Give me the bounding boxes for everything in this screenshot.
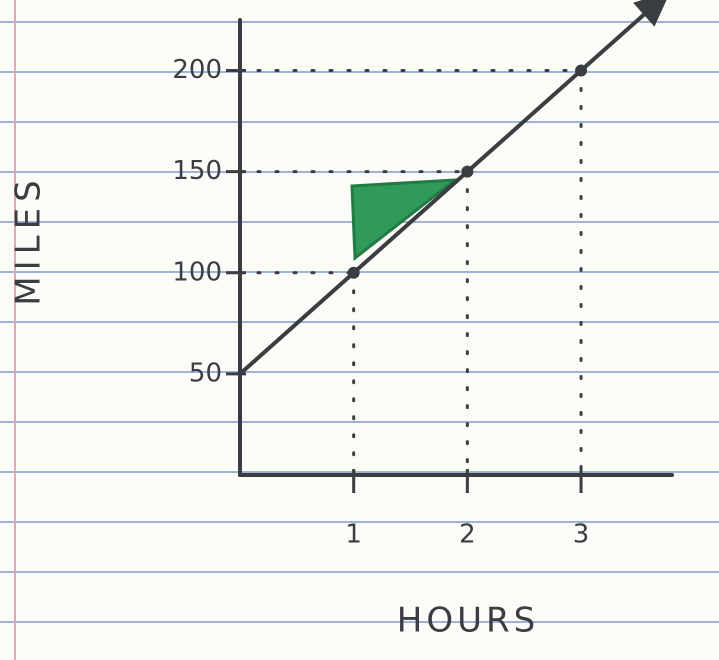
x-tick-label: 2 — [459, 520, 476, 550]
arrow-shaft — [579, 2, 658, 73]
y-tick-label: 100 — [172, 257, 222, 287]
y-axis-label: MILES — [9, 174, 49, 305]
margin-line — [14, 0, 16, 660]
slope-triangle — [350, 178, 460, 261]
data-point — [575, 64, 588, 77]
data-line — [238, 69, 583, 376]
y-tick-label: 150 — [172, 156, 222, 186]
data-point — [461, 165, 474, 178]
x-tick-label: 1 — [345, 520, 362, 550]
data-point — [347, 266, 360, 279]
x-tick-label: 3 — [573, 520, 590, 550]
arrow-head — [633, 0, 667, 27]
y-tick-label: 200 — [172, 55, 222, 85]
y-tick-label: 50 — [189, 358, 222, 388]
x-axis-label: HOURS — [397, 601, 539, 641]
